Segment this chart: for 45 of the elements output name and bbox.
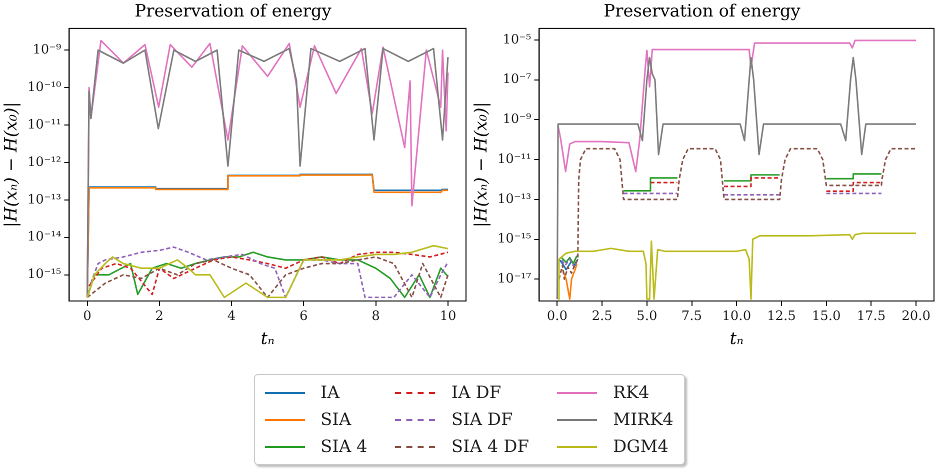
- y-tick-label: 10⁻⁵: [502, 32, 532, 48]
- legend-label: IA: [320, 382, 340, 402]
- x-tick-label: 7.5: [681, 309, 702, 324]
- x-tick-label: 0: [83, 309, 92, 324]
- x-tick-label: 5.0: [636, 309, 658, 324]
- x-axis-title: tₙ: [260, 329, 275, 350]
- y-axis-title: |H(xₙ) − H(x₀)|: [2, 102, 22, 228]
- x-tick-label: 12.5: [766, 309, 796, 324]
- y-tick-label: 10⁻¹⁵: [497, 232, 532, 247]
- x-tick-label: 8: [372, 309, 380, 324]
- y-tick-label: 10⁻¹¹: [27, 117, 62, 132]
- x-tick-label: 15.0: [812, 309, 841, 324]
- y-tick-label: 10⁻⁹: [32, 42, 62, 58]
- chart-title: Preservation of energy: [134, 2, 332, 22]
- legend-label: MIRK4: [613, 410, 674, 430]
- legend-label: SIA DF: [451, 410, 513, 430]
- legend-label: IA DF: [451, 382, 502, 402]
- x-tick-label: 2.5: [592, 309, 612, 324]
- y-tick-label: 10⁻⁷: [502, 72, 532, 88]
- y-tick-label: 10⁻¹⁷: [497, 272, 532, 287]
- x-tick-label: 4: [227, 309, 236, 324]
- legend-label: SIA 4: [320, 436, 368, 456]
- x-tick-label: 10.0: [722, 309, 752, 324]
- chart-title: Preservation of energy: [604, 2, 801, 22]
- y-axis-title: |H(xₙ) − H(x₀)|: [472, 102, 492, 228]
- legend-label: RK4: [613, 382, 650, 402]
- x-tick-label: 2: [155, 309, 164, 324]
- x-tick-label: 10: [440, 309, 456, 324]
- y-tick-label: 10⁻¹¹: [497, 152, 532, 167]
- y-tick-label: 10⁻¹⁵: [27, 267, 62, 282]
- y-tick-label: 10⁻¹³: [27, 192, 62, 208]
- x-tick-label: 17.5: [856, 309, 886, 324]
- x-tick-label: 0.0: [546, 309, 568, 324]
- legend-label: SIA: [320, 410, 352, 430]
- legend-label: SIA 4 DF: [451, 436, 530, 456]
- y-tick-label: 10⁻⁹: [502, 112, 532, 128]
- legend-label: DGM4: [613, 436, 668, 456]
- y-tick-label: 10⁻¹³: [497, 192, 532, 207]
- line-series: [558, 148, 917, 280]
- x-tick-label: 6: [300, 309, 308, 324]
- x-axis-title: tₙ: [730, 329, 744, 350]
- y-tick-label: 10⁻¹⁴: [27, 230, 62, 245]
- x-tick-label: 20.0: [902, 309, 931, 324]
- y-tick-label: 10⁻¹⁰: [27, 80, 62, 95]
- y-tick-label: 10⁻¹²: [27, 154, 62, 170]
